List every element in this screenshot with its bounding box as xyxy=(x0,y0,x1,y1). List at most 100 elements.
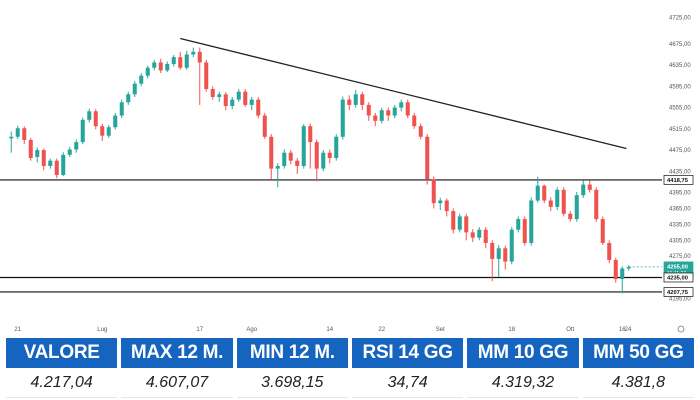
candle-body xyxy=(217,94,222,97)
candle-body xyxy=(574,195,579,220)
stats-table: VALORE MAX 12 M. MIN 12 M. RSI 14 GG MM … xyxy=(2,338,698,398)
candle-body xyxy=(301,126,306,166)
price-label-box xyxy=(663,272,694,283)
x-tick-label: 14 xyxy=(326,327,333,333)
candle-body xyxy=(152,62,157,68)
candle-body xyxy=(100,126,105,136)
candle-body xyxy=(451,211,456,230)
x-tick-label: 21 xyxy=(14,327,21,333)
candle-body xyxy=(295,160,300,166)
y-tick-label: 4305,00 xyxy=(669,238,691,244)
candle-body xyxy=(28,139,33,159)
candle-body xyxy=(288,152,293,161)
candle-body xyxy=(568,213,573,220)
candle-body xyxy=(282,152,287,166)
candle-body xyxy=(438,200,443,204)
candle-body xyxy=(223,94,228,106)
y-tick-label: 4635,00 xyxy=(669,63,691,69)
candle-body xyxy=(230,99,235,106)
candle-body xyxy=(587,184,592,190)
candle-body xyxy=(67,149,72,155)
candle-body xyxy=(516,219,521,230)
y-tick-label: 4365,00 xyxy=(669,206,691,212)
candle-body xyxy=(425,136,430,180)
candle-body xyxy=(542,185,547,201)
candle-body xyxy=(256,99,261,116)
candle-body xyxy=(249,99,254,105)
x-tick-label: 24 xyxy=(625,327,632,333)
candle-body xyxy=(613,259,618,280)
candle-body xyxy=(529,200,534,243)
candle-body xyxy=(412,115,417,127)
price-label-text: 4235,00 xyxy=(667,275,688,281)
candle-body xyxy=(626,266,631,269)
candle-body xyxy=(35,150,40,157)
candle-body xyxy=(581,184,586,196)
chart-settings-icon xyxy=(677,325,685,333)
candle-body xyxy=(555,189,560,207)
candle-body xyxy=(54,160,59,176)
candle-body xyxy=(171,57,176,65)
candle-body xyxy=(405,102,410,116)
candle-body xyxy=(431,179,436,204)
candlestick-chart-svg: 4725,00 4675,00 4635,00 4595,00 4555,00 4515,… xyxy=(0,15,694,333)
candle-body xyxy=(334,136,339,159)
value-min-12m: 3.698,15 xyxy=(236,368,348,398)
x-tick-label: 18 xyxy=(508,327,515,333)
candle-body xyxy=(204,62,209,89)
candle-body xyxy=(80,119,85,143)
value-mm-10gg: 4.319,32 xyxy=(467,368,579,398)
y-tick-label: 4475,00 xyxy=(669,148,691,154)
y-tick-label: 4675,00 xyxy=(669,42,691,48)
candle-body xyxy=(477,229,482,238)
candle-body xyxy=(210,88,215,97)
candle-body xyxy=(314,142,319,169)
candle-body xyxy=(379,110,384,121)
candle-body xyxy=(236,91,241,100)
candle-body xyxy=(178,57,183,68)
candle-body xyxy=(327,152,332,159)
candle-body xyxy=(399,102,404,108)
x-tick-label: Ago xyxy=(246,327,257,333)
candle-body xyxy=(457,216,462,230)
candle-body xyxy=(353,94,358,105)
candle-body xyxy=(41,150,46,166)
value-rsi-14gg: 34,74 xyxy=(351,368,464,398)
candle-body xyxy=(535,185,540,201)
candle-body xyxy=(126,94,131,103)
candle-body xyxy=(321,152,326,169)
candle-body xyxy=(48,160,53,166)
x-tick-label: 22 xyxy=(378,327,385,333)
price-label-text: 4207,75 xyxy=(667,290,689,296)
price-label-box xyxy=(663,175,694,185)
candle-body xyxy=(106,127,111,136)
candle-body xyxy=(470,232,475,238)
candle-body xyxy=(15,128,20,137)
candle-body xyxy=(9,136,14,139)
candle-body xyxy=(93,111,98,127)
candle-body xyxy=(386,110,391,116)
y-tick-label: 4555,00 xyxy=(669,106,691,112)
stats-header-row: VALORE MAX 12 M. MIN 12 M. RSI 14 GG MM … xyxy=(6,338,694,368)
candle-body xyxy=(444,200,449,212)
header-valore: VALORE xyxy=(6,338,118,368)
y-tick-label: 4725,00 xyxy=(669,15,691,21)
candle-body xyxy=(607,242,612,260)
candle-body xyxy=(522,219,527,243)
x-tick-label: 16 xyxy=(619,327,626,333)
candle-body xyxy=(464,216,469,233)
candle-body xyxy=(620,268,625,280)
price-chart: 4725,00 4675,00 4635,00 4595,00 4555,00 4515,… xyxy=(0,15,694,333)
header-mm-50gg: MM 50 GG xyxy=(582,338,694,368)
trendline xyxy=(180,37,627,150)
candle-body xyxy=(418,126,423,137)
price-label-text: 4255,00 xyxy=(667,264,688,270)
candle-body xyxy=(184,54,189,68)
candle-body xyxy=(392,107,397,116)
candle-body xyxy=(269,136,274,169)
header-max-12m: MAX 12 M. xyxy=(121,338,233,368)
candle-body xyxy=(61,154,66,176)
candle-body xyxy=(74,142,79,150)
candle-body xyxy=(191,51,196,55)
y-tick-label: 4435,00 xyxy=(669,169,691,175)
